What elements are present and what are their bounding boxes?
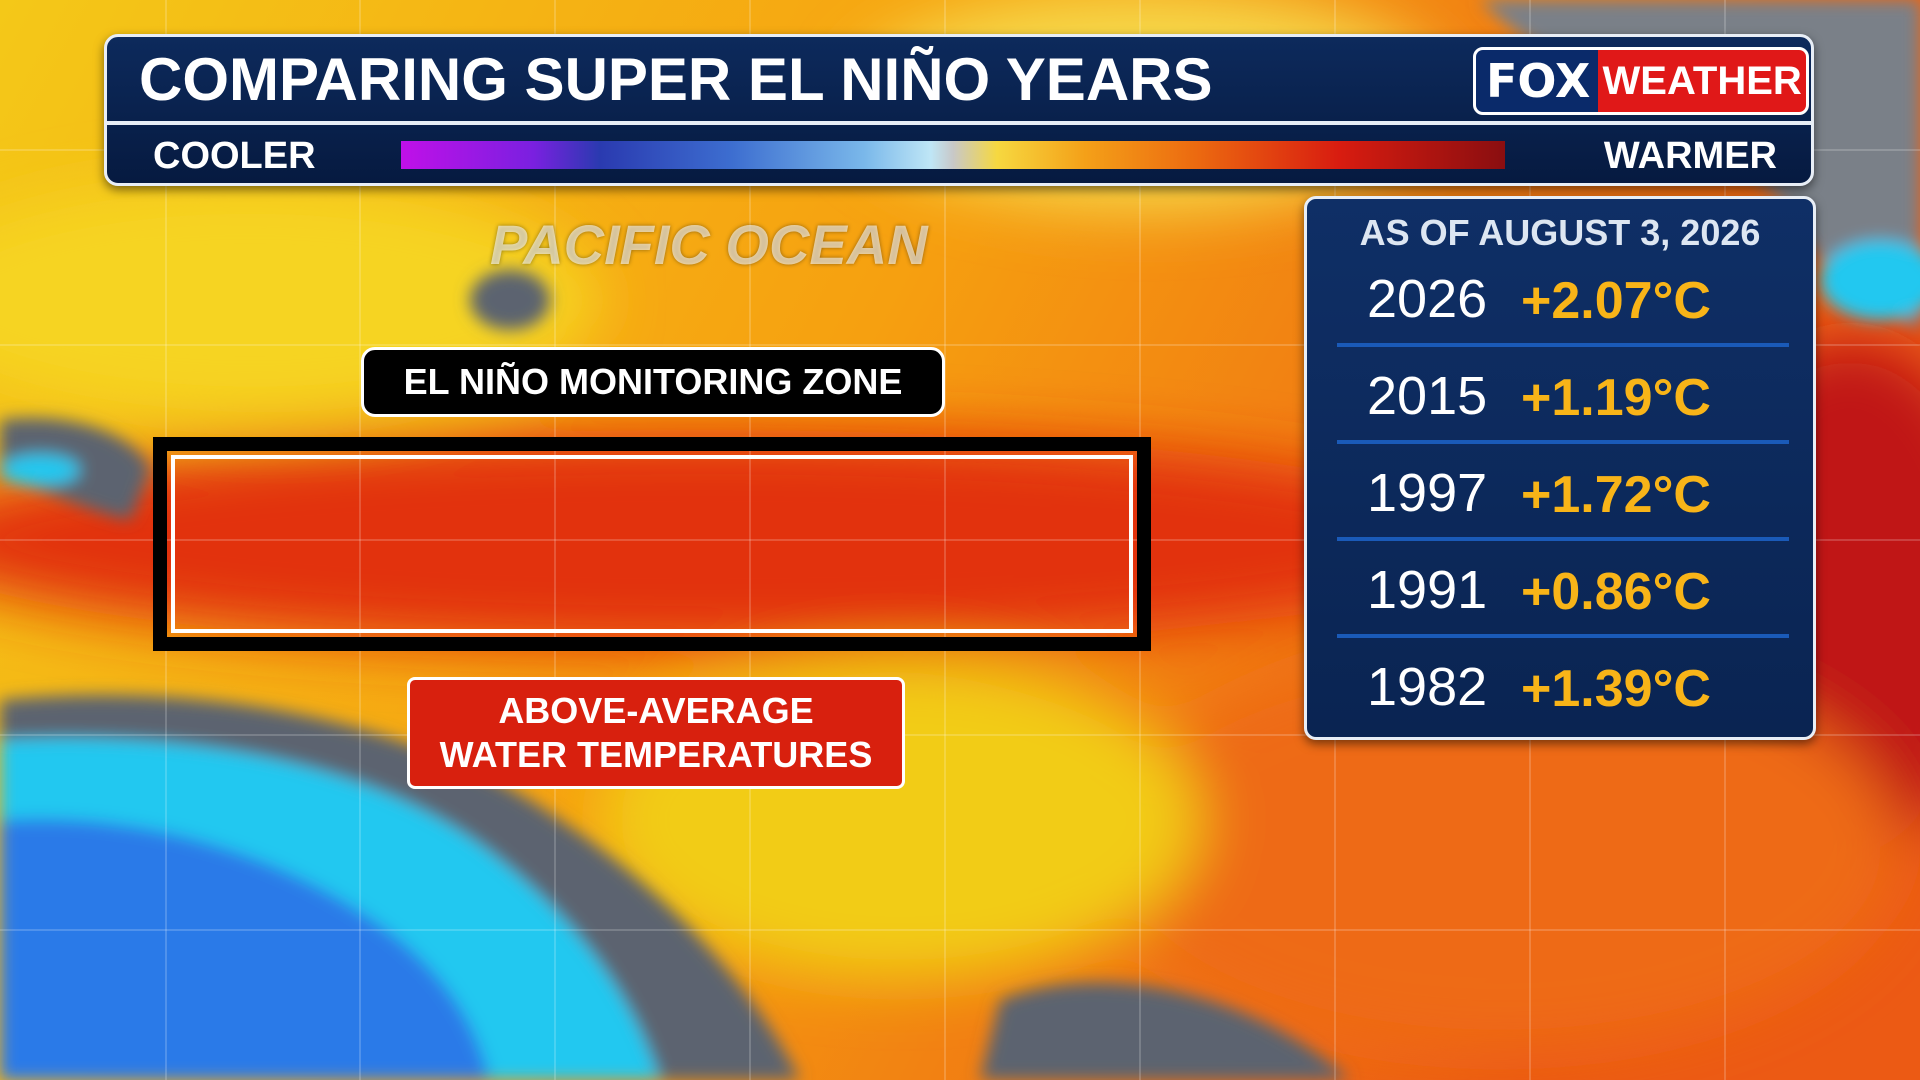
row-separator [1337,537,1789,541]
legend-low: COOLER [153,135,316,177]
year: 1997 [1367,463,1488,523]
anomaly: +1.19°C [1521,369,1711,427]
legend-high: WARMER [1603,135,1777,177]
table-title: AS OF AUGUST 3, 2026 [1359,212,1761,253]
monitoring-zone-inner [171,455,1133,633]
callout-line: WATER TEMPERATURES [439,734,873,775]
year: 2015 [1367,366,1488,426]
logo-left: FOX [1476,50,1599,112]
zone-label: EL NIÑO MONITORING ZONE [403,361,903,402]
row-separator [1337,440,1789,444]
anomaly: +1.72°C [1521,466,1711,524]
year: 1991 [1367,560,1488,620]
title: COMPARING SUPER EL NIÑO YEARS [139,46,1213,113]
row-separator [1337,343,1789,347]
zone-label-box: EL NIÑO MONITORING ZONE [361,347,945,417]
anomaly: +1.39°C [1521,660,1711,718]
divider [107,121,1811,125]
logo-right: WEATHER [1598,50,1806,112]
logo: FOX WEATHER [1473,47,1809,115]
comparison-table: AS OF AUGUST 3, 2026 2026 +2.07°C 2015 +1.1… [1304,196,1816,740]
anomaly: +2.07°C [1521,272,1711,330]
header: COMPARING SUPER EL NIÑO YEARS FOX WEATHE… [104,34,1814,186]
monitoring-zone [153,437,1151,651]
year: 2026 [1367,269,1488,329]
year: 1982 [1367,657,1488,717]
callout-box: ABOVE-AVERAGE WATER TEMPERATURES [407,677,905,789]
row-separator [1337,634,1789,638]
anomaly: +0.86°C [1521,563,1711,621]
callout-line: ABOVE-AVERAGE [498,690,814,731]
ocean-label: PACIFIC OCEAN [490,213,928,276]
color-scale [401,141,1505,169]
